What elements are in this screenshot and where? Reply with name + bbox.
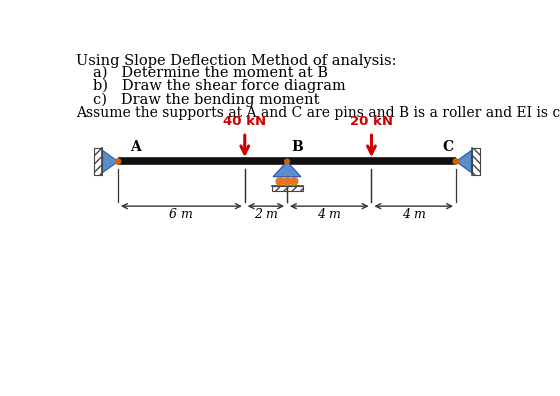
Text: 4 m: 4 m xyxy=(402,208,426,221)
Text: 4 m: 4 m xyxy=(318,208,341,221)
Circle shape xyxy=(115,159,121,164)
Text: 6 m: 6 m xyxy=(170,208,193,221)
Text: Assume the supports at A and C are pins and B is a roller and EI is constant.: Assume the supports at A and C are pins … xyxy=(76,106,560,120)
Text: a)   Determine the moment at B: a) Determine the moment at B xyxy=(94,66,328,80)
Circle shape xyxy=(284,159,290,164)
Circle shape xyxy=(453,159,459,164)
Text: Using Slope Deflection Method of analysis:: Using Slope Deflection Method of analysi… xyxy=(76,54,396,68)
Polygon shape xyxy=(273,162,301,177)
Text: C: C xyxy=(442,140,453,154)
Polygon shape xyxy=(456,150,472,173)
Circle shape xyxy=(290,177,298,185)
Text: c)   Draw the bending moment: c) Draw the bending moment xyxy=(94,92,320,107)
Text: B: B xyxy=(291,140,302,154)
Circle shape xyxy=(276,177,284,185)
Text: 40 kN: 40 kN xyxy=(223,115,267,128)
Text: b)   Draw the shear force diagram: b) Draw the shear force diagram xyxy=(94,79,346,93)
Polygon shape xyxy=(102,150,118,173)
Circle shape xyxy=(283,177,291,185)
Text: 20 kN: 20 kN xyxy=(350,115,393,128)
Text: A: A xyxy=(130,140,141,154)
Text: 2 m: 2 m xyxy=(254,208,278,221)
